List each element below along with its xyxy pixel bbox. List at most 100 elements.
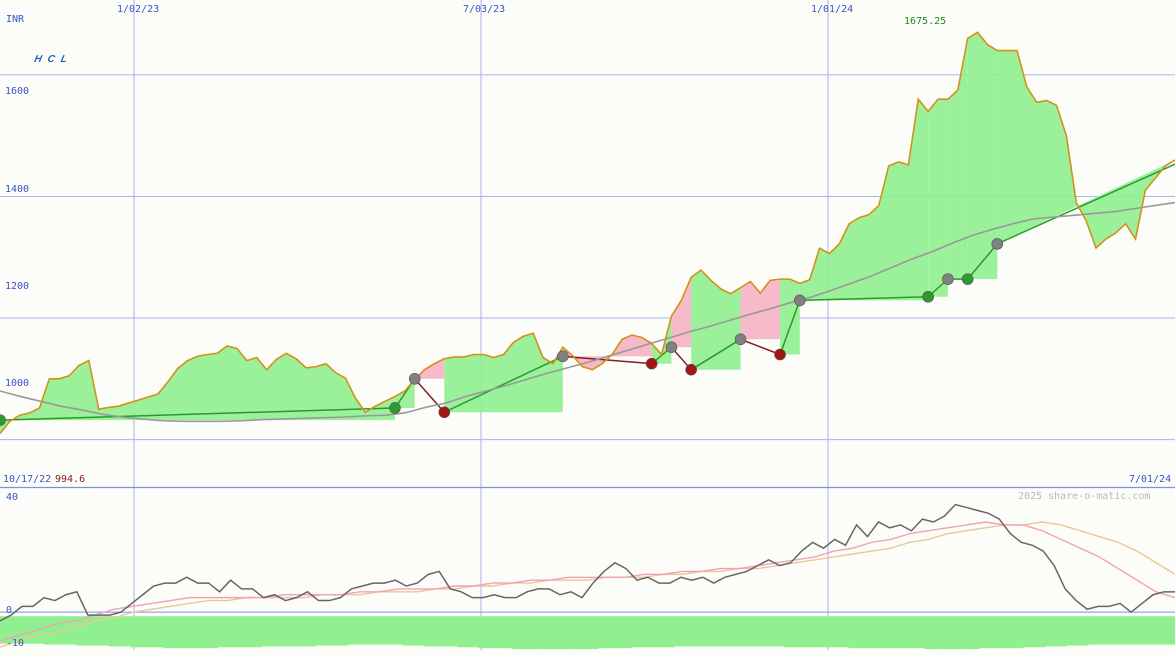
gain-fill-area [997, 50, 1175, 249]
histogram-bar [43, 616, 55, 645]
histogram-bar [0, 616, 12, 644]
histogram-bar [21, 616, 34, 644]
histogram-bar [435, 616, 447, 647]
histogram-bar [152, 616, 164, 648]
histogram-bar [424, 616, 436, 647]
histogram-bar [478, 616, 491, 649]
start-date-label: 10/17/22 [3, 474, 51, 485]
x-tick-label-0: 1/02/23 [117, 4, 159, 15]
histogram-bar [217, 616, 229, 648]
histogram-bar [924, 616, 937, 650]
loss-fill-area [671, 277, 692, 348]
histogram-bar [65, 616, 77, 645]
histogram-bar [271, 616, 284, 647]
histogram-bar [293, 616, 306, 647]
histogram-bar [685, 616, 697, 647]
histogram-bar [1109, 616, 1122, 645]
histogram-bar [968, 616, 980, 650]
histogram-bar [446, 616, 458, 647]
currency-label: INR [6, 14, 25, 25]
histogram-bar [631, 616, 643, 648]
signal-connector-line [444, 355, 564, 413]
histogram-bar [119, 616, 132, 647]
histogram-bar [718, 616, 730, 647]
histogram-bar [1164, 616, 1175, 645]
watermark-text: 2025 share-o-matic.com [1018, 491, 1150, 502]
histogram-bar [402, 616, 414, 646]
histogram-bar [870, 616, 882, 649]
histogram-bar [511, 616, 523, 650]
x-tick-label-1: 7/03/23 [463, 4, 505, 15]
gain-fill-area [444, 333, 563, 413]
signal-marker-neutral [942, 273, 954, 285]
histogram-bar [979, 616, 991, 649]
histogram-bar [543, 616, 556, 650]
histogram-bar [108, 616, 121, 647]
histogram-bar [826, 616, 839, 648]
signal-fill-layer [0, 32, 1175, 434]
loss-fill-area [740, 279, 781, 340]
histogram-bar [1098, 616, 1111, 645]
osc-y-tick-label-0: 0 [6, 605, 12, 616]
histogram-bar [87, 616, 99, 646]
histogram-bar [195, 616, 208, 649]
signal-marker-neutral [408, 373, 421, 385]
histogram-bar [674, 616, 686, 647]
histogram-bar [489, 616, 501, 649]
gain-fill-area [780, 279, 800, 355]
signal-marker-neutral [665, 341, 678, 354]
histogram-bar [228, 616, 240, 648]
histogram-bar [184, 616, 197, 649]
histogram-bar [1022, 616, 1035, 648]
histogram-bar [239, 616, 251, 648]
signal-marker-neutral [557, 350, 569, 363]
histogram-bar [413, 616, 425, 646]
y-tick-label-1000: 1000 [5, 378, 29, 389]
gain-fill-area [947, 38, 968, 280]
histogram-bar [848, 616, 860, 649]
histogram-bar [957, 616, 969, 650]
y-tick-label-1600: 1600 [5, 86, 29, 97]
logo-text: HCL [33, 54, 74, 65]
histogram-bar [141, 616, 153, 648]
signal-connector-line [779, 300, 801, 355]
histogram-bar [1077, 616, 1089, 646]
histogram-bar [1055, 616, 1067, 647]
osc-y-tick-label-minus10: -10 [6, 638, 24, 649]
signal-marker-up [389, 402, 401, 414]
histogram-bar [990, 616, 1002, 649]
histogram-bar [837, 616, 850, 648]
signal-connector-line [799, 296, 929, 302]
signal-connector-line [967, 243, 998, 280]
histogram-bar [761, 616, 773, 647]
histogram-bar [946, 616, 958, 650]
signal-marker-up [961, 273, 974, 285]
histogram-bar [554, 616, 567, 650]
histogram-bar [337, 616, 349, 646]
signal-marker-neutral [991, 238, 1004, 250]
y-tick-label-1200: 1200 [5, 281, 29, 292]
signal-marker-layer [0, 238, 1004, 426]
signal-connector-line [740, 338, 781, 356]
signal-marker-neutral [734, 333, 747, 346]
price-line [0, 31, 1175, 435]
histogram-bar [881, 616, 893, 649]
histogram-bar [1120, 616, 1132, 645]
histogram-bar [728, 616, 741, 647]
histogram-bar [391, 616, 404, 645]
histogram-bar [859, 616, 871, 649]
signal_slow-line [0, 521, 1175, 648]
histogram-bar [903, 616, 915, 649]
series-layer [0, 31, 1175, 435]
histogram-bar [315, 616, 327, 646]
histogram-bar [696, 616, 708, 647]
signal_fast-line [0, 521, 1175, 642]
histogram-bar [467, 616, 480, 648]
histogram-bar [739, 616, 752, 647]
loss-fill-area [562, 335, 652, 370]
end-date-label: 7/01/24 [1129, 474, 1171, 485]
histogram-bar [1044, 616, 1056, 647]
histogram-bar [587, 616, 599, 650]
